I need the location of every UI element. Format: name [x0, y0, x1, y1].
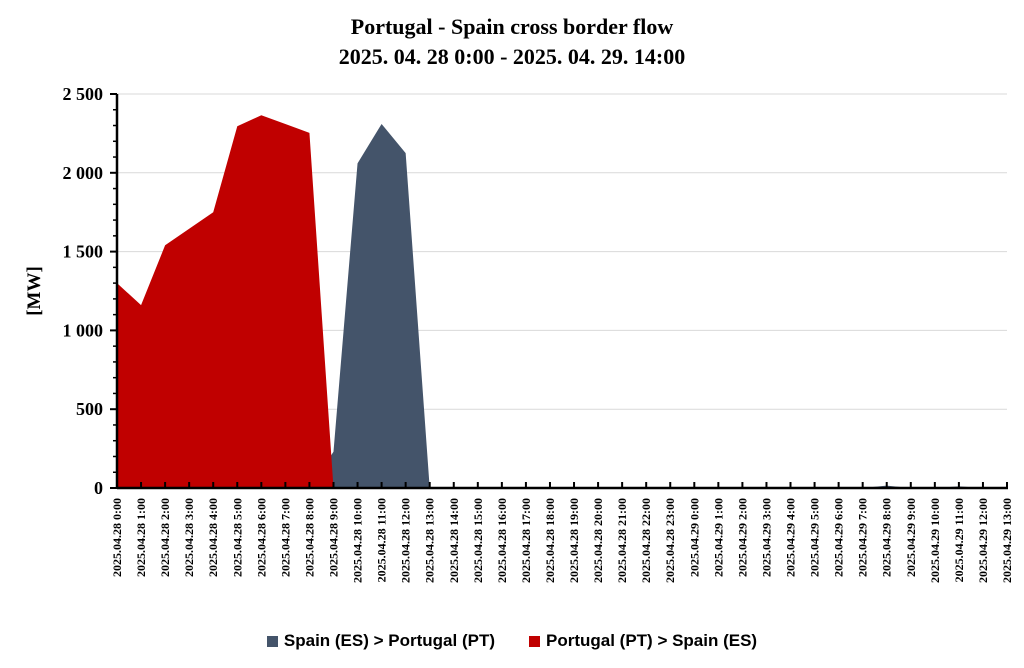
area-pt-es — [117, 115, 1007, 488]
y-axis-label: [MW] — [24, 266, 45, 316]
legend-item-pt-es[interactable]: Portugal (PT) > Spain (ES) — [529, 631, 757, 651]
y-tick-label: 1 000 — [63, 320, 104, 340]
x-tick-label: 2025.04.29 2:00 — [735, 498, 749, 577]
legend: Spain (ES) > Portugal (PT) Portugal (PT)… — [0, 631, 1024, 651]
x-tick-label: 2025.04.29 9:00 — [904, 498, 918, 577]
x-tick-label: 2025.04.29 8:00 — [880, 498, 894, 577]
x-tick-label: 2025.04.28 18:00 — [543, 498, 557, 583]
x-tick-label: 2025.04.28 17:00 — [519, 498, 533, 583]
legend-label: Spain (ES) > Portugal (PT) — [283, 631, 495, 650]
y-tick-label: 2 000 — [63, 163, 104, 183]
x-tick-label: 2025.04.29 0:00 — [687, 498, 701, 577]
x-tick-label: 2025.04.29 13:00 — [1000, 498, 1014, 583]
x-tick-label: 2025.04.28 6:00 — [254, 498, 268, 577]
x-tick-label: 2025.04.28 22:00 — [639, 498, 653, 583]
x-tick-label: 2025.04.28 20:00 — [591, 498, 605, 583]
x-tick-label: 2025.04.28 10:00 — [351, 498, 365, 583]
x-tick-label: 2025.04.28 15:00 — [471, 498, 485, 583]
x-tick-label: 2025.04.28 3:00 — [182, 498, 196, 577]
x-tick-label: 2025.04.29 12:00 — [976, 498, 990, 583]
x-tick-label: 2025.04.28 4:00 — [206, 498, 220, 577]
y-tick-label: 0 — [94, 478, 103, 498]
x-tick-label: 2025.04.29 11:00 — [952, 498, 966, 582]
x-tick-label: 2025.04.29 6:00 — [832, 498, 846, 577]
area-es-pt — [117, 123, 1007, 488]
x-tick-label: 2025.04.29 4:00 — [784, 498, 798, 577]
x-tick-label: 2025.04.28 9:00 — [326, 498, 340, 577]
x-tick-label: 2025.04.29 5:00 — [808, 498, 822, 577]
x-tick-label: 2025.04.28 5:00 — [230, 498, 244, 577]
legend-label: Portugal (PT) > Spain (ES) — [546, 631, 758, 650]
x-tick-label: 2025.04.28 23:00 — [663, 498, 677, 583]
x-tick-label: 2025.04.28 21:00 — [615, 498, 629, 583]
x-tick-label: 2025.04.28 16:00 — [495, 498, 509, 583]
x-tick-label: 2025.04.28 7:00 — [278, 498, 292, 577]
y-tick-label: 1 500 — [63, 242, 104, 262]
x-tick-label: 2025.04.28 11:00 — [375, 498, 389, 582]
x-tick-label: 2025.04.28 8:00 — [302, 498, 316, 577]
legend-item-es-pt[interactable]: Spain (ES) > Portugal (PT) — [266, 631, 495, 651]
x-tick-label: 2025.04.29 1:00 — [711, 498, 725, 577]
x-tick-label: 2025.04.28 13:00 — [423, 498, 437, 583]
y-tick-label: 500 — [76, 399, 103, 419]
legend-swatch — [529, 635, 540, 647]
x-tick-label: 2025.04.29 3:00 — [759, 498, 773, 577]
x-tick-label: 2025.04.28 0:00 — [110, 498, 124, 577]
x-tick-label: 2025.04.28 19:00 — [567, 498, 581, 583]
x-tick-label: 2025.04.28 12:00 — [399, 498, 413, 583]
x-tick-label: 2025.04.28 14:00 — [447, 498, 461, 583]
x-tick-label: 2025.04.28 2:00 — [158, 498, 172, 577]
x-tick-label: 2025.04.29 7:00 — [856, 498, 870, 577]
y-tick-label: 2 500 — [63, 84, 104, 104]
chart-subtitle: 2025. 04. 28 0:00 - 2025. 04. 29. 14:00 — [338, 44, 686, 69]
x-tick-label: 2025.04.29 10:00 — [928, 498, 942, 583]
legend-swatch — [266, 635, 278, 647]
chart-title: Portugal - Spain cross border flow — [350, 14, 674, 39]
x-tick-label: 2025.04.28 1:00 — [134, 498, 148, 577]
